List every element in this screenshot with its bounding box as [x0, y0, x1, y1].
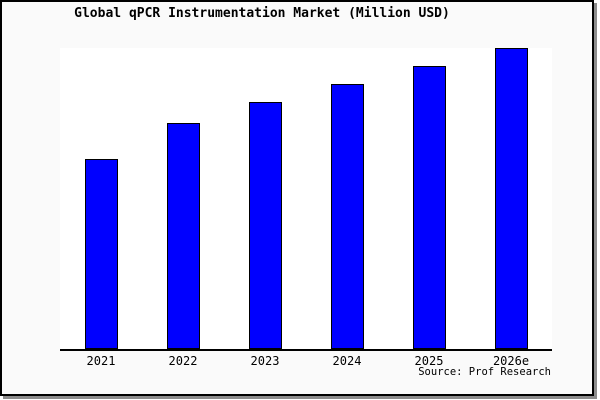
x-tick-label: 2025	[414, 354, 444, 368]
x-tick-label: 2024	[332, 354, 362, 368]
bar-2026e	[494, 48, 528, 349]
x-tick-label: 2021	[86, 354, 116, 368]
x-tick-label: 2026e	[492, 354, 530, 368]
bar-2024	[330, 84, 364, 349]
x-axis-labels: 2021 2022 2023 2024 2025 2026e	[0, 354, 600, 368]
bar-2023	[248, 102, 282, 349]
plot-area	[60, 48, 552, 351]
bar-2025	[412, 66, 446, 349]
source-credit: Source: Prof Research	[418, 366, 551, 378]
bar-2022	[166, 123, 200, 349]
bar-2021	[84, 159, 118, 349]
x-tick-label: 2023	[250, 354, 280, 368]
x-tick-label: 2022	[168, 354, 198, 368]
chart-title: Global qPCR Instrumentation Market (Mill…	[74, 6, 450, 21]
